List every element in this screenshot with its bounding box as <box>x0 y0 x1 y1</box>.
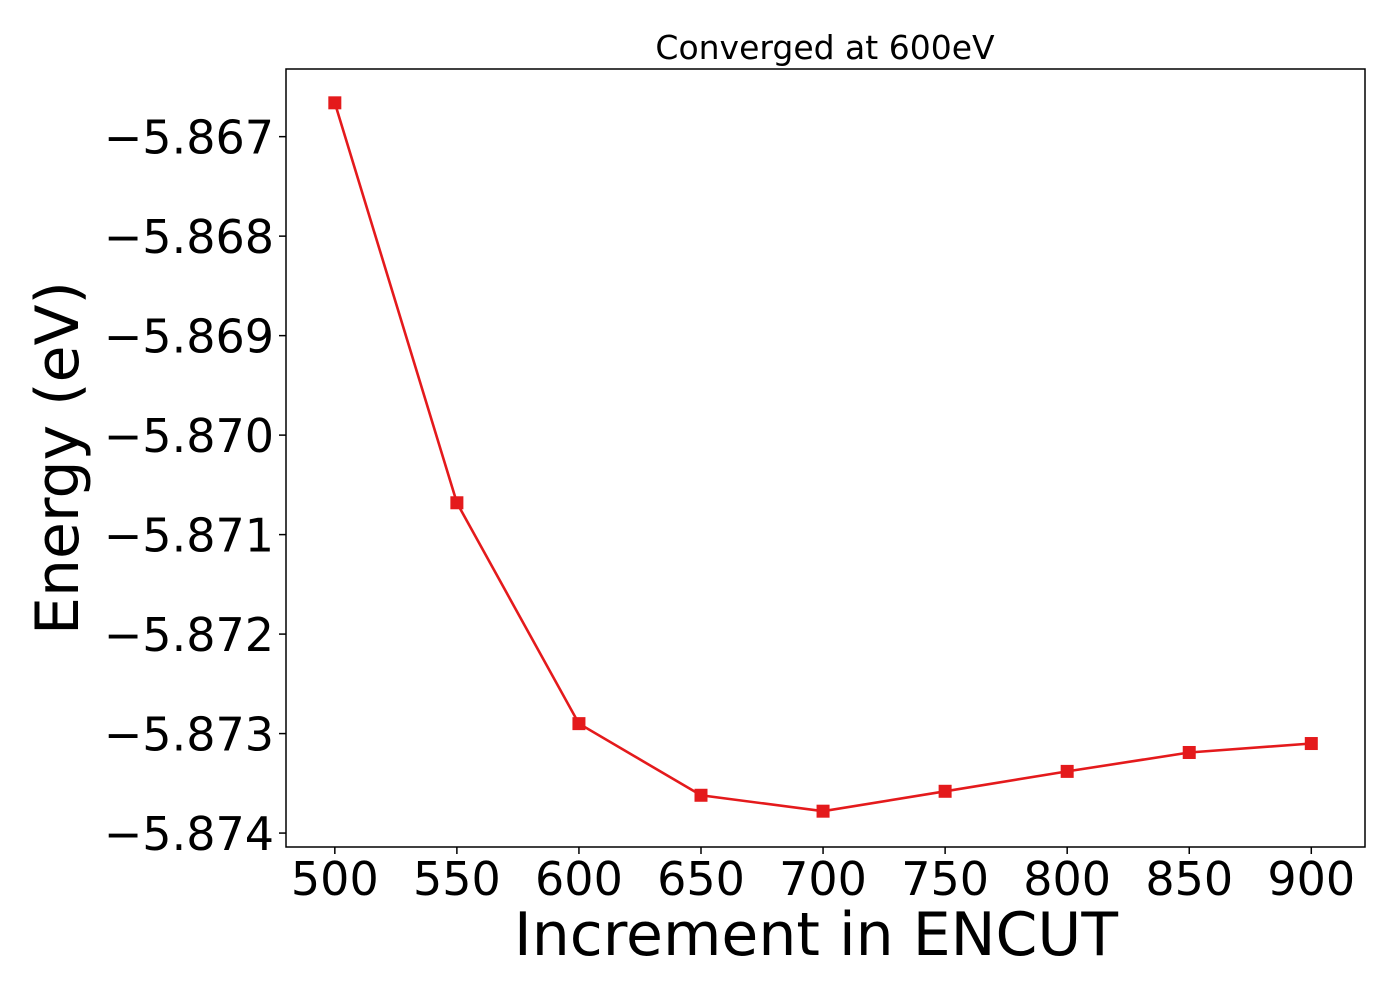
plot-layer: 500 550 600 650 700 750 800 850 900 −5.867 −5.868 −… <box>104 96 1355 906</box>
data-point-marker <box>450 496 464 510</box>
y-tick-label: −5.868 <box>104 210 274 264</box>
plot-frame <box>285 68 1366 848</box>
data-point-marker <box>1060 764 1074 778</box>
x-tick-label: 900 <box>1267 852 1355 906</box>
y-tick-label: −5.869 <box>104 310 274 364</box>
data-point-marker <box>938 784 952 798</box>
data-point-marker <box>1304 737 1318 751</box>
data-point-marker <box>328 96 342 110</box>
data-point-marker <box>1182 745 1196 759</box>
x-tick-label: 850 <box>1145 852 1233 906</box>
data-point-marker <box>572 717 586 731</box>
y-tick-label: −5.873 <box>104 708 274 762</box>
y-tick-label: −5.867 <box>104 111 274 165</box>
x-tick-label: 750 <box>901 852 989 906</box>
data-point-marker <box>694 788 708 802</box>
chart-title: Converged at 600eV <box>655 28 995 67</box>
x-tick-label: 800 <box>1023 852 1111 906</box>
x-tick-label: 550 <box>413 852 501 906</box>
x-tick-label: 700 <box>779 852 867 906</box>
x-tick-label: 500 <box>291 852 379 906</box>
x-tick-label: 650 <box>657 852 745 906</box>
series-line <box>333 102 1312 813</box>
y-tick-label: −5.870 <box>104 409 274 463</box>
x-tick-label: 600 <box>535 852 623 906</box>
data-point-marker <box>816 804 830 818</box>
y-tick-label: −5.871 <box>104 509 274 563</box>
x-axis-label: Increment in ENCUT <box>514 900 1118 970</box>
y-tick-label: −5.872 <box>104 608 274 662</box>
y-tick-label: −5.874 <box>104 807 274 861</box>
y-axis-label: Energy (eV) <box>23 281 93 635</box>
